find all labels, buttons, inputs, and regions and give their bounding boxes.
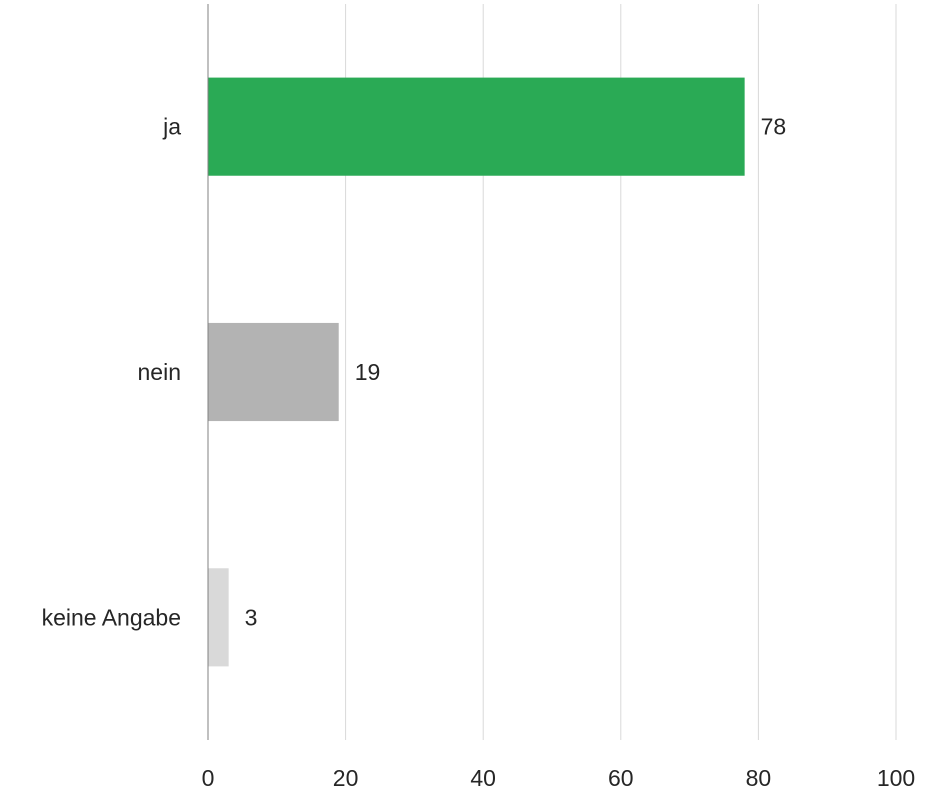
bars (208, 77, 745, 667)
x-tick-label-60: 60 (608, 765, 634, 791)
bar-nein (208, 322, 339, 422)
labels: 0 20 40 60 80 100 78 ja 19 nein 3 keine Angabe (42, 114, 916, 791)
data-label-keine-angabe: 3 (245, 604, 258, 630)
x-tick-label-80: 80 (746, 765, 772, 791)
category-label-ja: ja (162, 114, 181, 140)
bar-keine-angabe (208, 568, 229, 667)
category-label-keine-angabe: keine Angabe (42, 604, 181, 630)
x-tick-label-20: 20 (333, 765, 359, 791)
x-tick-label-0: 0 (202, 765, 215, 791)
data-label-nein: 19 (355, 359, 381, 385)
data-label-ja: 78 (761, 114, 787, 140)
bar-ja (208, 77, 745, 176)
category-label-nein: nein (138, 359, 181, 385)
x-tick-label-40: 40 (470, 765, 496, 791)
x-tick-label-100: 100 (877, 765, 915, 791)
